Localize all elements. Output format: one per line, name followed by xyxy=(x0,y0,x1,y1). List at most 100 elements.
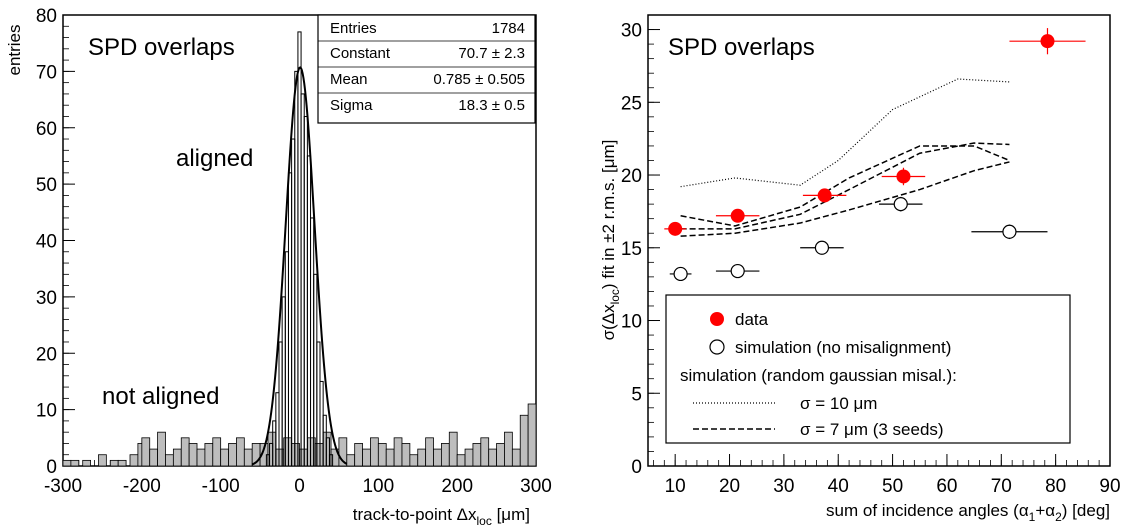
stats-mean-label: Mean xyxy=(330,71,368,88)
not-aligned-bin xyxy=(511,448,521,467)
not-aligned-bin xyxy=(496,443,505,467)
not-aligned-bin xyxy=(480,437,490,467)
left-y-tick-label: 10 xyxy=(36,401,57,422)
not-aligned-bin xyxy=(377,443,387,467)
not-aligned-bin xyxy=(62,459,72,467)
not-aligned-bin xyxy=(456,454,466,467)
simulation-curves xyxy=(680,78,1010,237)
right-x-tick-label: 70 xyxy=(991,476,1012,497)
not-aligned-bin xyxy=(149,448,158,467)
right-x-title-sub1: 1 xyxy=(1029,510,1036,524)
right-y-tick-label: 5 xyxy=(631,384,642,405)
right-x-title-unit: ) [deg] xyxy=(1062,501,1110,520)
legend: data simulation (no misalignment) simula… xyxy=(665,294,1071,444)
not-aligned-bin xyxy=(488,448,497,467)
not-aligned-bin xyxy=(472,443,482,467)
not-aligned-bin xyxy=(188,443,198,467)
legend-sim-marker xyxy=(709,339,725,355)
stats-box: Entries 1784 Constant 70.7 ± 2.3 Mean 0.… xyxy=(317,14,536,124)
left-y-tick-label: 20 xyxy=(36,344,57,365)
left-y-tick-label: 70 xyxy=(36,62,57,83)
right-x-tick-label: 20 xyxy=(719,476,740,497)
legend-data-marker xyxy=(710,312,724,326)
right-y-tick-label: 20 xyxy=(621,166,642,187)
data-point xyxy=(1040,34,1055,49)
stats-mean-value: 0.785 ± 0.505 xyxy=(433,71,525,88)
not-aligned-bin xyxy=(362,448,371,467)
right-x-title-main: sum of incidence angles (α xyxy=(826,501,1029,520)
not-aligned-bin xyxy=(228,443,237,467)
data-points xyxy=(664,28,1086,282)
left-y-axis-title: entries xyxy=(5,24,24,75)
stats-entries-label: Entries xyxy=(330,20,377,37)
not-aligned-bin xyxy=(425,437,434,467)
left-x-tick-label: -200 xyxy=(123,476,161,497)
stats-constant-label: Constant xyxy=(330,45,391,62)
right-y-title-sub: loc xyxy=(608,289,622,304)
right-axes: 10 20 30 40 50 60 70 80 90 0 5 10 15 20 25 30 xyxy=(621,14,1121,497)
not-aligned-histogram xyxy=(62,403,537,467)
not-aligned-annotation: not aligned xyxy=(102,383,219,410)
left-x-title-sub: loc xyxy=(477,514,492,525)
legend-dashed-label: σ = 7 μm (3 seeds) xyxy=(800,420,944,439)
left-y-tick-label: 50 xyxy=(36,175,57,196)
sigma7-dashed-curve xyxy=(680,145,1010,227)
legend-sim-label: simulation (no misalignment) xyxy=(735,338,951,357)
gaussian-fit-curve xyxy=(251,66,348,466)
legend-data-label: data xyxy=(735,310,769,329)
not-aligned-bin xyxy=(165,454,174,467)
left-x-axis-title: track-to-point Δxloc [μm] xyxy=(353,505,530,525)
stats-constant-value: 70.7 ± 2.3 xyxy=(458,45,525,62)
right-x-tick-label: 90 xyxy=(1099,476,1120,497)
not-aligned-bin xyxy=(417,448,427,467)
right-x-tick-label: 80 xyxy=(1045,476,1066,497)
aligned-histogram xyxy=(265,31,334,467)
stats-entries-value: 1784 xyxy=(492,20,525,37)
not-aligned-bin xyxy=(204,443,214,467)
left-x-title-main: track-to-point Δx xyxy=(353,505,477,524)
not-aligned-bin xyxy=(370,437,379,467)
stats-box-frame xyxy=(317,14,536,124)
right-x-tick-label: 10 xyxy=(665,476,686,497)
not-aligned-bin xyxy=(129,454,139,467)
left-y-tick-label: 40 xyxy=(36,232,57,253)
simulation-point xyxy=(730,263,745,279)
data-point xyxy=(730,208,745,223)
right-y-tick-label: 0 xyxy=(631,457,642,478)
left-panel-label: SPD overlaps xyxy=(88,34,235,61)
aligned-annotation: aligned xyxy=(176,145,253,172)
not-aligned-bin xyxy=(243,448,253,467)
not-aligned-bin xyxy=(236,437,245,467)
right-y-title-rest: ) fit in ±2 r.m.s. [μm] xyxy=(599,140,618,289)
right-x-tick-label: 40 xyxy=(828,476,849,497)
data-point xyxy=(668,221,683,236)
right-panel: 10 20 30 40 50 60 70 80 90 0 5 10 15 20 25 30 SPD overl… xyxy=(599,14,1121,524)
not-aligned-bin xyxy=(157,431,166,467)
left-x-tick-label: 200 xyxy=(441,476,473,497)
legend-frame xyxy=(665,294,1071,444)
right-y-tick-label: 10 xyxy=(621,312,642,333)
not-aligned-bin xyxy=(180,437,190,467)
left-x-tick-label: -100 xyxy=(202,476,240,497)
not-aligned-bin xyxy=(338,437,348,467)
stats-sigma-value: 18.3 ± 0.5 xyxy=(458,97,525,114)
not-aligned-bin xyxy=(117,459,127,467)
left-x-tick-label: 100 xyxy=(362,476,394,497)
not-aligned-bin xyxy=(82,459,91,467)
simulation-point xyxy=(814,240,830,255)
left-y-tick-label: 30 xyxy=(36,288,57,309)
not-aligned-bin xyxy=(346,454,356,467)
right-y-axis-title: σ(Δxloc) fit in ±2 r.m.s. [μm] xyxy=(599,140,622,341)
not-aligned-bin xyxy=(433,448,442,467)
not-aligned-bin xyxy=(393,437,403,467)
legend-dotted-label: σ = 10 μm xyxy=(800,394,877,413)
left-x-tick-label: -300 xyxy=(44,476,82,497)
not-aligned-bin xyxy=(109,459,119,467)
right-x-title-mid: +α xyxy=(1035,501,1055,520)
not-aligned-bin xyxy=(196,448,206,467)
right-y-tick-label: 25 xyxy=(621,93,642,114)
sigma10-dotted-curve xyxy=(680,78,1010,188)
simulation-point xyxy=(893,197,908,212)
not-aligned-bin xyxy=(141,437,151,467)
